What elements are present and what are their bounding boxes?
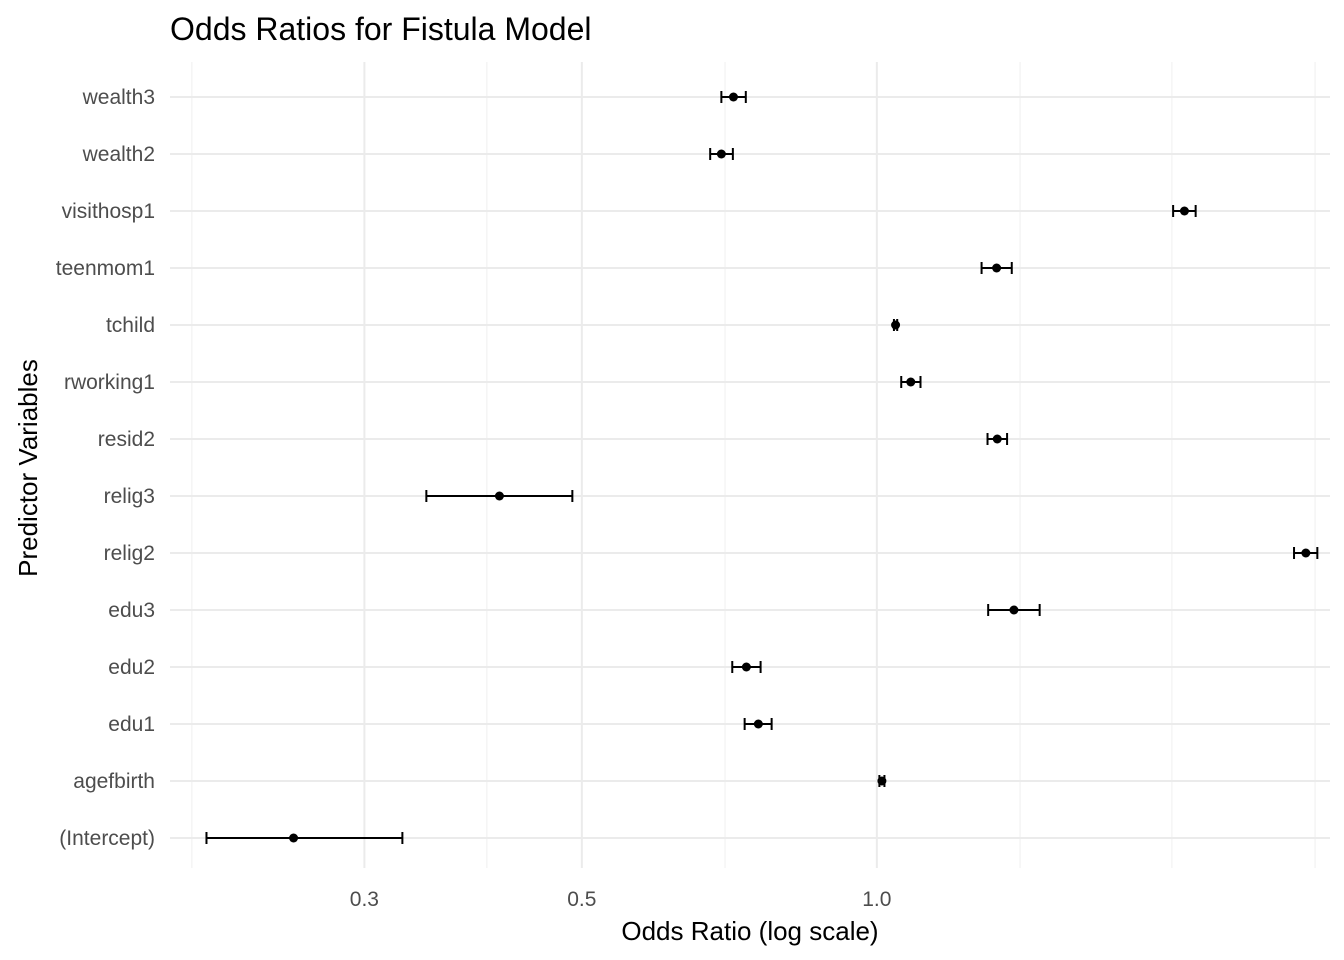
x-tick-label: 0.5 xyxy=(567,888,596,911)
y-tick-label: wealth3 xyxy=(82,86,155,109)
odds-ratio-point xyxy=(753,719,763,729)
y-tick-label: rworking1 xyxy=(64,371,155,394)
odds-ratio-point xyxy=(992,434,1002,444)
y-tick-label: (Intercept) xyxy=(59,827,155,850)
odds-ratio-point xyxy=(289,833,299,843)
odds-ratio-point xyxy=(906,377,916,387)
y-tick-label: relig2 xyxy=(104,542,155,565)
odds-ratio-point xyxy=(891,320,901,330)
odds-ratio-point xyxy=(741,662,751,672)
chart-title: Odds Ratios for Fistula Model xyxy=(170,11,592,47)
y-tick-label: relig3 xyxy=(104,485,155,508)
odds-ratio-point xyxy=(1301,548,1311,558)
odds-ratio-point xyxy=(728,92,738,102)
x-axis-title: Odds Ratio (log scale) xyxy=(621,916,878,946)
odds-ratio-point xyxy=(494,491,504,501)
x-tick-label: 1.0 xyxy=(862,888,891,911)
y-tick-labels: (Intercept) agefbirth edu1 edu2 edu3 relig2 re… xyxy=(56,86,155,850)
odds-ratio-point xyxy=(1179,206,1189,216)
error-bars-layer xyxy=(205,91,1319,844)
odds-ratio-point xyxy=(992,263,1002,273)
y-tick-label: edu1 xyxy=(108,713,155,736)
points-layer xyxy=(289,92,1311,843)
grid-layer xyxy=(170,62,1330,868)
odds-ratio-point xyxy=(1009,605,1019,615)
y-tick-label: visithosp1 xyxy=(62,200,155,223)
y-axis-title: Predictor Variables xyxy=(13,359,43,577)
x-tick-labels: 0.3 0.5 1.0 xyxy=(350,888,892,911)
y-tick-label: edu2 xyxy=(108,656,155,679)
y-tick-label: wealth2 xyxy=(82,143,155,166)
odds-ratio-point xyxy=(877,776,887,786)
y-tick-label: tchild xyxy=(106,314,155,337)
y-tick-label: resid2 xyxy=(98,428,155,451)
odds-ratio-point xyxy=(716,149,726,159)
y-tick-label: agefbirth xyxy=(73,770,155,793)
x-tick-label: 0.3 xyxy=(350,888,379,911)
y-tick-label: teenmom1 xyxy=(56,257,155,280)
y-tick-label: edu3 xyxy=(108,599,155,622)
